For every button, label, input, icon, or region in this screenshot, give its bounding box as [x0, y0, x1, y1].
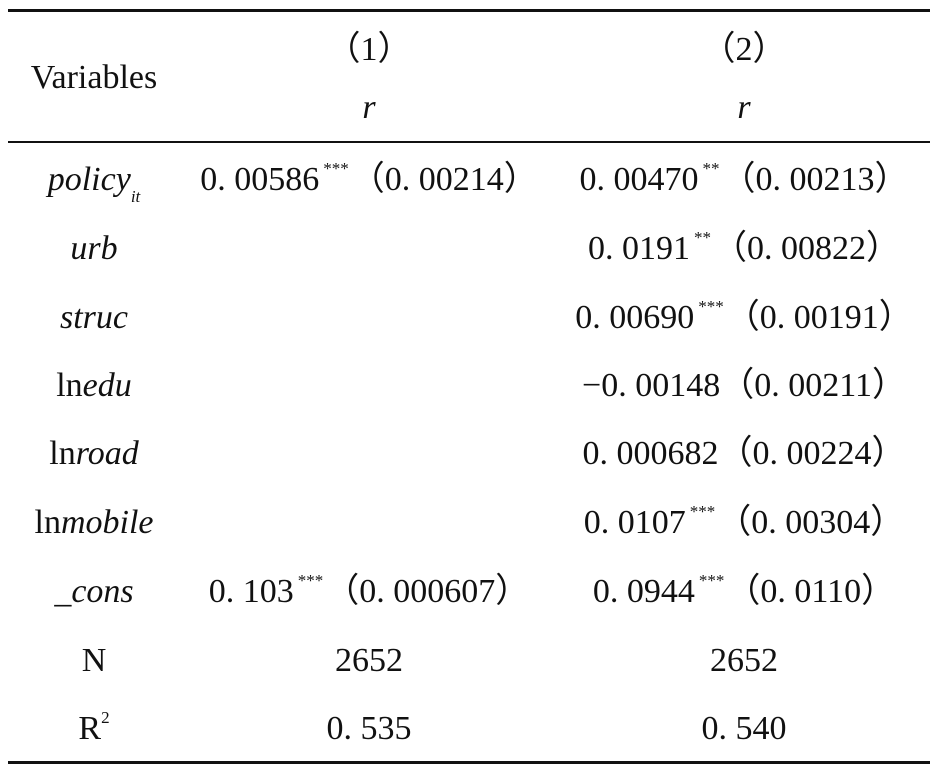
- standard-error: （0. 00214）: [350, 161, 538, 198]
- var-name: edu: [82, 367, 132, 404]
- coefficient: 0. 103: [208, 573, 294, 610]
- col2-observations: 2652: [710, 642, 778, 679]
- var-prefix: ln: [34, 504, 61, 541]
- coefficient: 0. 00690: [575, 299, 695, 336]
- coefficient: 0. 0107: [583, 504, 686, 541]
- r-superscript: 2: [101, 707, 110, 727]
- col1-r-squared: 0. 535: [326, 710, 412, 747]
- standard-error: （0. 00213）: [721, 161, 909, 198]
- significance-stars: ***: [689, 501, 716, 521]
- significance-stars: ***: [698, 570, 725, 590]
- col1-estimate: 0. 00586 ***（0. 00214）: [180, 160, 558, 200]
- variables-header: Variables: [30, 59, 158, 96]
- r-squared-row: R2 0. 535 0. 540: [8, 709, 930, 749]
- coefficient: −0. 00148: [582, 367, 721, 404]
- standard-error: （0. 00211）: [720, 367, 906, 404]
- table-row: lnedu −0. 00148（0. 00211）: [8, 366, 930, 406]
- var-prefix: ln: [49, 435, 76, 472]
- significance-stars: ***: [698, 296, 724, 316]
- table-row: _cons 0. 103 ***（0. 000607） 0. 0944 ***（0.…: [8, 572, 930, 612]
- col1-number-header: （1）: [326, 31, 412, 68]
- r-squared-label: R2: [8, 709, 180, 749]
- significance-stars: **: [694, 227, 711, 247]
- coefficient: 0. 00586: [200, 161, 320, 198]
- col2-estimate: 0. 00470 **（0. 00213）: [558, 160, 930, 200]
- variable-name: lnroad: [8, 434, 180, 474]
- regression-table: Variables （1） r （2） r policyit 0. 00586 *…: [8, 0, 930, 768]
- variable-name: struc: [8, 298, 180, 338]
- var-name: _cons: [54, 573, 134, 610]
- col1-observations: 2652: [335, 642, 403, 679]
- standard-error: （0. 00191）: [725, 299, 913, 336]
- table-row: struc 0. 00690 ***（0. 00191）: [8, 298, 930, 338]
- standard-error: （0. 000607）: [325, 573, 530, 610]
- col1-dependent-header: r: [362, 89, 376, 126]
- variable-name: lnedu: [8, 366, 180, 406]
- var-name: mobile: [60, 504, 154, 541]
- table-row: lnmobile 0. 0107 ***（0. 00304）: [8, 503, 930, 543]
- coefficient: 0. 000682: [582, 435, 719, 472]
- significance-stars: ***: [297, 570, 324, 590]
- standard-error: （0. 00822）: [713, 230, 900, 267]
- observations-label: N: [81, 642, 107, 679]
- r-label: R: [78, 710, 102, 747]
- observations-row: N 2652 2652: [8, 641, 930, 681]
- col2-estimate: 0. 0944 ***（0. 0110）: [558, 572, 930, 612]
- var-name: urb: [70, 230, 118, 267]
- col2-estimate: −0. 00148（0. 00211）: [558, 366, 930, 406]
- top-rule: [8, 9, 930, 12]
- table-row: policyit 0. 00586 ***（0. 00214） 0. 00470 *…: [8, 160, 930, 205]
- col2-estimate: 0. 0191 **（0. 00822）: [558, 229, 930, 269]
- var-name: struc: [60, 299, 128, 336]
- col2-r-squared: 0. 540: [701, 710, 787, 747]
- col2-estimate: 0. 0107 ***（0. 00304）: [558, 503, 930, 543]
- var-prefix: ln: [56, 367, 83, 404]
- variable-name: lnmobile: [8, 503, 180, 543]
- significance-stars: ***: [323, 158, 349, 178]
- col2-estimate: 0. 00690 ***（0. 00191）: [558, 298, 930, 338]
- var-name: road: [75, 435, 139, 472]
- variable-name: _cons: [8, 572, 180, 612]
- col2-number-header: （2）: [701, 31, 787, 68]
- table-row: urb 0. 0191 **（0. 00822）: [8, 229, 930, 269]
- coefficient: 0. 0191: [588, 230, 690, 267]
- col2-dependent-header: r: [737, 89, 751, 126]
- var-subscript: it: [130, 186, 141, 206]
- bottom-rule: [8, 761, 930, 764]
- standard-error: （0. 00224）: [718, 435, 906, 472]
- standard-error: （0. 00304）: [717, 504, 905, 541]
- col2-estimate: 0. 000682（0. 00224）: [558, 434, 930, 474]
- header-rule: [8, 141, 930, 143]
- var-name: policy: [47, 161, 131, 198]
- variable-name: urb: [8, 229, 180, 269]
- col1-estimate: 0. 103 ***（0. 000607）: [180, 572, 558, 612]
- coefficient: 0. 00470: [579, 161, 699, 198]
- coefficient: 0. 0944: [592, 573, 695, 610]
- significance-stars: **: [702, 158, 720, 178]
- standard-error: （0. 0110）: [726, 573, 896, 610]
- table-row: lnroad 0. 000682（0. 00224）: [8, 434, 930, 474]
- variable-name: policyit: [8, 160, 180, 205]
